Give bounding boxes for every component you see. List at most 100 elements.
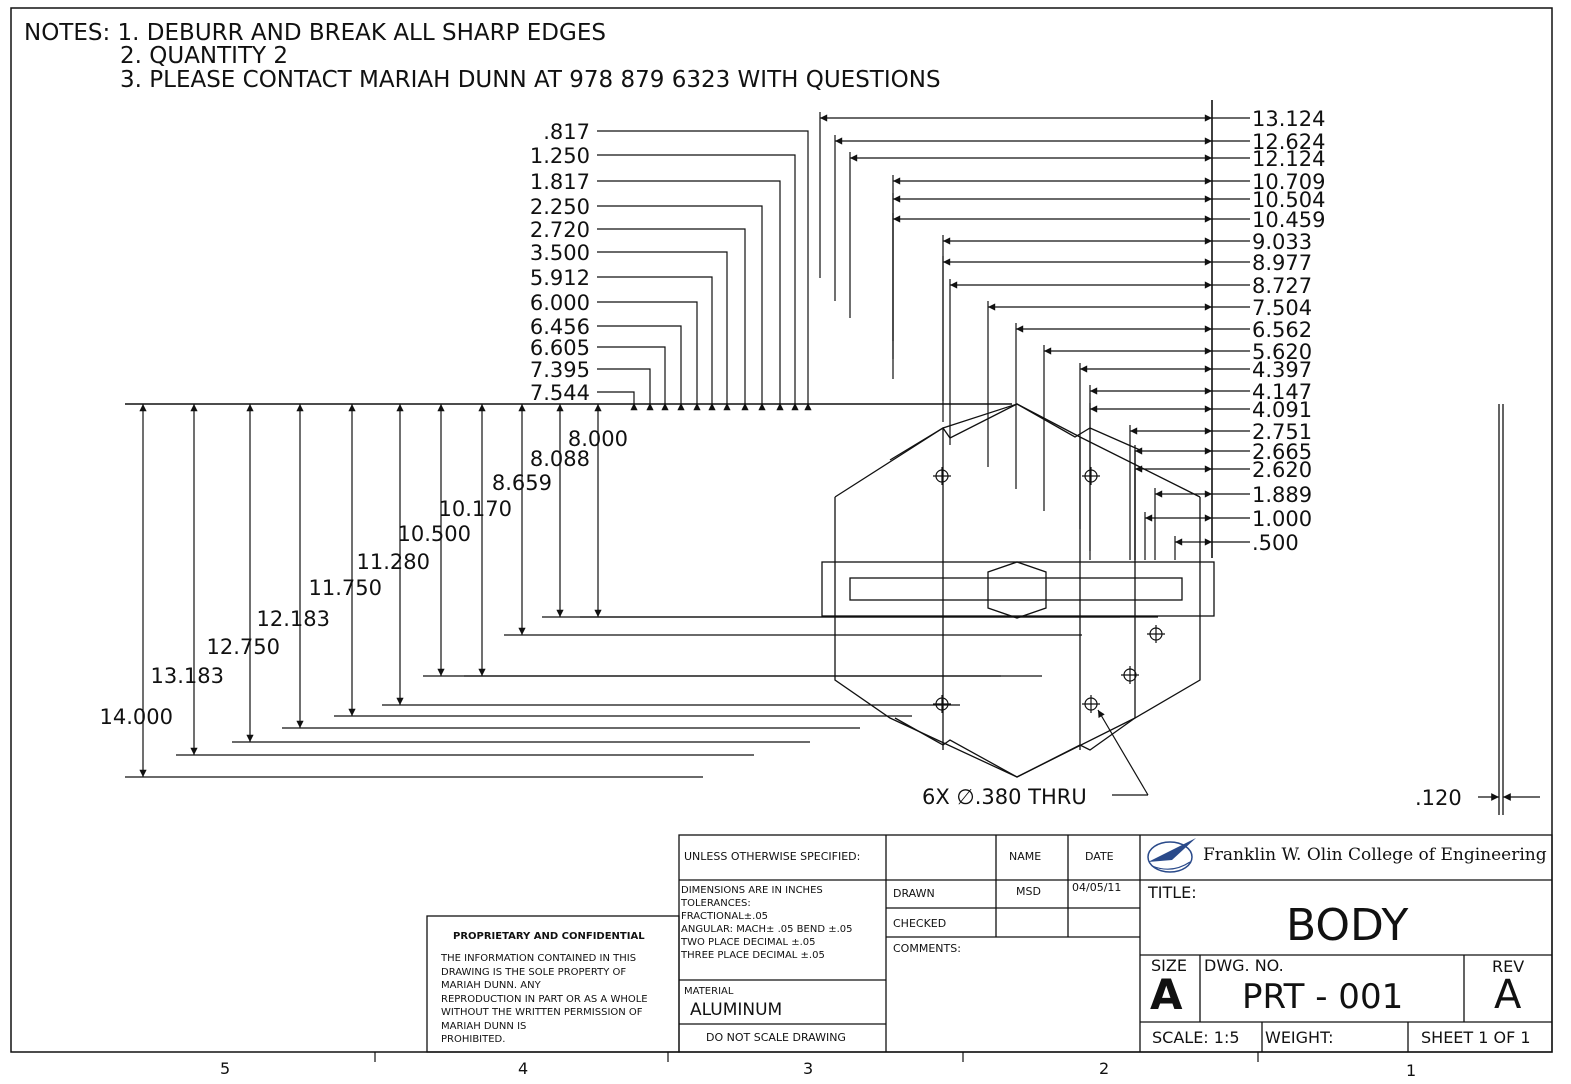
sheet-label: SHEET 1 OF 1 [1421,1028,1531,1047]
dimension-value: 6.456 [530,315,590,339]
proprietary-line: MARIAH DUNN IS [441,1020,527,1032]
zone-1: 1 [1406,1061,1416,1080]
leader-line [597,130,809,404]
dimension-value: 6.605 [530,336,590,360]
material-label: MATERIAL [684,986,734,997]
dimension-value: 7.504 [1252,296,1312,320]
right-dimensions: 13.12412.62412.12410.70910.50410.4599.03… [819,100,1325,560]
note-1: NOTES: 1. DEBURR AND BREAK ALL SHARP EDG… [24,20,606,46]
dimension-value: 8.000 [568,427,628,451]
tolerance-line: DIMENSIONS ARE IN INCHES [681,885,823,896]
dimension-value: 1.250 [530,144,590,168]
proprietary-line: PROHIBITED. [441,1034,506,1045]
dimension-value: 1.889 [1252,483,1312,507]
dimension-value: 10.170 [439,497,512,521]
title-label: TITLE: [1148,883,1197,902]
dimension-value: 10.500 [398,522,471,546]
dimension-value: .817 [543,120,590,144]
dimension-value: 11.750 [309,576,382,600]
proprietary-line: THE INFORMATION CONTAINED IN THIS [441,953,637,964]
dimension-value: 2.250 [530,195,590,219]
zone-2: 2 [1099,1059,1109,1078]
dimension-value: 6.000 [530,291,590,315]
zone-3: 3 [803,1059,813,1078]
dimension-value: 8.727 [1252,274,1312,298]
dimension-value: 7.544 [530,381,590,405]
side-view [1478,404,1540,815]
scale-label: SCALE: 1:5 [1152,1028,1240,1047]
dimension-value: 5.912 [530,266,590,290]
proprietary-line: MARIAH DUNN. ANY [441,980,541,991]
dimension-value: 10.709 [1252,170,1325,194]
dimension-value: .500 [1252,531,1299,555]
leader-line [597,228,746,404]
size-label: SIZE [1151,956,1187,975]
dimension-value: 11.280 [357,550,430,574]
tolerance-line: ANGULAR: MACH± .05 BEND ±.05 [681,924,853,935]
tolerance-spec: DIMENSIONS ARE IN INCHES TOLERANCES: FRA… [681,884,852,962]
tolerance-line: TWO PLACE DECIMAL ±.05 [681,937,816,948]
dimension-value: 2.720 [530,218,590,242]
dimension-value: 2.620 [1252,458,1312,482]
dimension-value: 13.183 [151,664,224,688]
dimension-value: 4.147 [1252,380,1312,404]
leader-line [597,154,796,404]
drawn-date: 04/05/11 [1072,881,1122,894]
unless-specified-label: UNLESS OTHERWISE SPECIFIED: [684,850,861,863]
mounting-holes [933,467,1165,713]
dimension-value: 1.817 [530,170,590,194]
drawn-label: DRAWN [893,887,935,900]
dimension-value: 12.124 [1252,147,1325,171]
tolerance-line: FRACTIONAL±.05 [681,911,769,922]
leader-line [597,346,666,404]
dimension-value: 10.459 [1252,208,1325,232]
size-value: A [1150,970,1183,1019]
date-header: DATE [1085,850,1114,863]
school-name: Franklin W. Olin College of Engineering [1203,845,1547,865]
weight-label: WEIGHT: [1265,1028,1334,1047]
dimension-value: 2.751 [1252,420,1312,444]
tolerance-line: TOLERANCES: [681,898,751,909]
dimension-value: 4.091 [1252,398,1312,422]
leader-line [597,368,651,404]
proprietary-heading: PROPRIETARY AND CONFIDENTIAL [453,931,645,942]
zone-5: 5 [220,1059,230,1078]
dimension-value: 2.665 [1252,440,1312,464]
dimension-value: 5.620 [1252,340,1312,364]
drawn-name: MSD [1016,885,1041,898]
proprietary-line: DRAWING IS THE SOLE PROPERTY OF [441,966,627,978]
leader-line [597,391,635,404]
top-dimensions: .8171.2501.8172.2502.7203.5005.9126.0006… [125,120,1012,411]
dwg-no-value: PRT - 001 [1242,977,1404,1017]
zone-4: 4 [518,1059,528,1078]
dimension-value: 8.659 [492,471,552,495]
thickness-dim: .120 [1415,786,1462,810]
dimension-value: 12.750 [207,635,280,659]
rev-value: A [1494,972,1522,1018]
dimension-value: 8.977 [1252,251,1312,275]
leader-line [597,276,713,404]
leader-line [597,205,763,404]
dimension-value: 12.183 [257,607,330,631]
part-outline [821,403,1215,778]
dimension-value: 9.033 [1252,230,1312,254]
comments-label: COMMENTS: [893,942,961,955]
note-3: 3. PLEASE CONTACT MARIAH DUNN AT 978 879… [120,67,941,93]
leader-line [597,325,682,404]
dimension-value: 3.500 [530,241,590,265]
tolerance-line: THREE PLACE DECIMAL ±.05 [681,950,825,961]
dimension-value: 13.124 [1252,107,1325,131]
hole-callout: 6X ∅.380 THRU [922,785,1087,809]
leader-line [597,251,728,404]
leader-line [597,301,698,404]
dimension-value: 10.504 [1252,188,1325,212]
proprietary-line: REPRODUCTION IN PART OR AS A WHOLE [441,993,648,1005]
olin-logo-icon [1147,838,1196,873]
do-not-scale: DO NOT SCALE DRAWING [706,1031,846,1044]
rev-label: REV [1492,957,1525,976]
dwg-no-label: DWG. NO. [1204,956,1284,975]
note-2: 2. QUANTITY 2 [120,43,288,69]
leader-line [597,180,781,404]
